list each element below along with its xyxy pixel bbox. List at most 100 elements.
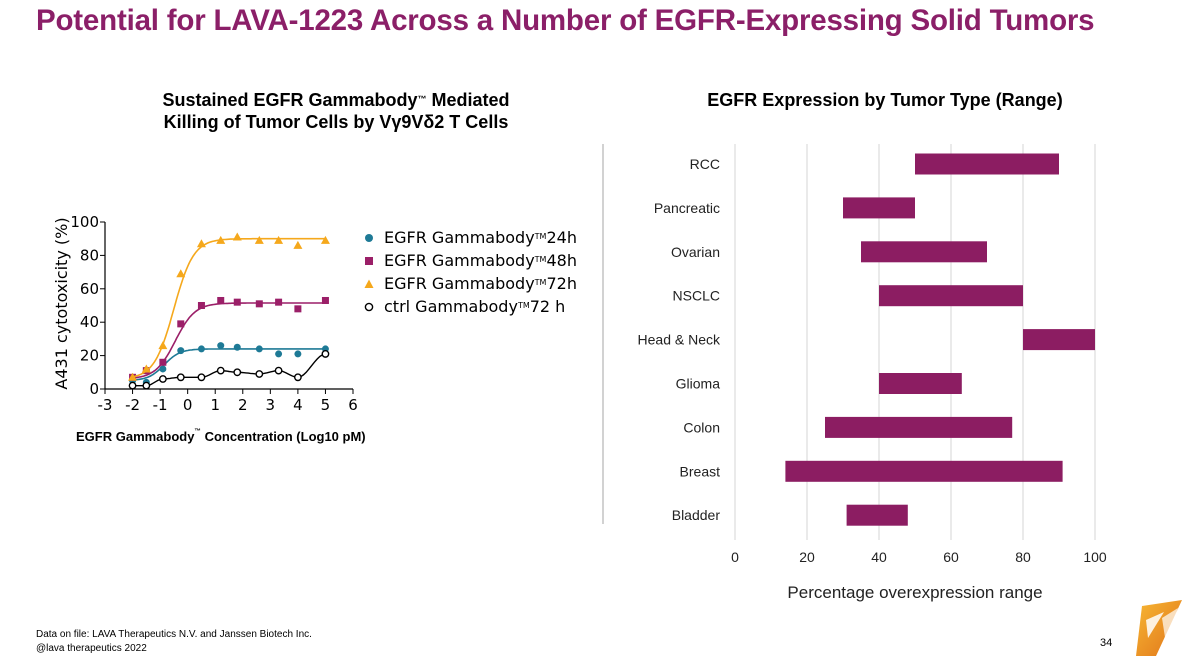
- range-bar: [915, 153, 1059, 175]
- data-point: [255, 345, 263, 353]
- y-tick-label: 20: [80, 347, 99, 365]
- fit-curve: [132, 237, 326, 378]
- trademark-mark: ™: [417, 94, 427, 105]
- data-point: [141, 364, 151, 373]
- legend-item-72h: EGFR Gammabody TM 72h: [360, 272, 577, 295]
- y-tick-label: 60: [80, 280, 99, 298]
- data-point: [275, 298, 283, 306]
- data-point: [321, 350, 330, 358]
- legend-marker-circle-icon: [365, 233, 373, 242]
- legend-marker-square-icon: [365, 256, 373, 265]
- data-point: [233, 368, 242, 377]
- data-point: [158, 375, 167, 383]
- data-point: [176, 269, 186, 278]
- data-point: [217, 296, 225, 304]
- legend-item-ctrl-72h: ctrl Gammabody TM 72 h: [360, 295, 577, 318]
- data-point: [320, 235, 330, 244]
- page-number: 34: [1100, 637, 1113, 649]
- y-axis-label: A431 cytotoxicity (%): [52, 217, 71, 389]
- data-point: [158, 341, 168, 350]
- x-tick-label: 1: [210, 396, 220, 414]
- x-tick-label: 5: [321, 396, 331, 414]
- legend-label-end: 24h: [546, 228, 577, 247]
- cytotoxicity-chart-title: Sustained EGFR Gammabody™ Mediated Killi…: [110, 89, 562, 133]
- data-point: [159, 365, 167, 373]
- data-point: [274, 366, 283, 375]
- x-tick-label: 0: [731, 549, 739, 565]
- legend-label-end: 72h: [546, 274, 577, 293]
- data-point: [233, 343, 241, 351]
- cytotoxicity-title-line1: Sustained EGFR Gammabody: [162, 90, 418, 110]
- data-point: [216, 235, 226, 244]
- legend-tm: TM: [534, 255, 547, 265]
- data-point: [274, 235, 284, 244]
- x-tick-label: -3: [98, 396, 113, 414]
- data-point: [177, 347, 185, 355]
- category-label: Ovarian: [671, 244, 720, 260]
- x-axis-label: Percentage overexpression range: [787, 583, 1042, 602]
- range-bar: [785, 460, 1063, 482]
- x-axis-label-tm: ™: [194, 428, 201, 436]
- x-tick-label: -2: [125, 396, 140, 414]
- legend-marker-open-circle-icon: [364, 302, 374, 311]
- data-point: [293, 240, 303, 249]
- data-point: [216, 366, 225, 375]
- x-tick-label: 60: [943, 549, 959, 565]
- data-point: [294, 350, 302, 358]
- data-point: [197, 373, 206, 382]
- data-point: [293, 373, 302, 382]
- y-tick-label: 80: [80, 246, 99, 264]
- data-point: [233, 298, 241, 306]
- range-bar: [861, 241, 987, 263]
- legend-label-end: 72 h: [529, 297, 566, 316]
- legend-label: EGFR Gammabody: [384, 228, 535, 247]
- x-tick-label: 80: [1015, 549, 1031, 565]
- range-bar: [846, 504, 908, 526]
- data-point: [255, 300, 263, 308]
- data-point: [294, 305, 302, 313]
- x-tick-label: 3: [266, 396, 276, 414]
- footer-source: Data on file: LAVA Therapeutics N.V. and…: [36, 629, 312, 640]
- category-label: RCC: [690, 156, 720, 172]
- legend-label: ctrl Gammabody: [384, 297, 518, 316]
- x-tick-label: 20: [799, 549, 815, 565]
- range-bar: [879, 373, 962, 394]
- x-tick-label: 40: [871, 549, 887, 565]
- data-point: [128, 381, 137, 390]
- x-tick-label: 4: [293, 396, 303, 414]
- data-point: [196, 239, 206, 248]
- category-label: Breast: [680, 463, 721, 479]
- legend-item-48h: EGFR Gammabody TM 48h: [360, 249, 577, 272]
- expression-chart: 0 20 40 60 80 100 RCC Pancreatic Ovarian NSCLC Hea…: [602, 144, 1107, 602]
- x-tick-label: 100: [1083, 549, 1107, 565]
- category-label: Colon: [683, 419, 720, 435]
- expression-chart-title: EGFR Expression by Tumor Type (Range): [707, 90, 1063, 110]
- y-tick-label: 40: [80, 313, 99, 331]
- x-axis-label-end: Concentration (Log10 pM): [200, 429, 366, 444]
- data-point: [177, 320, 185, 328]
- x-tick-label: -1: [153, 396, 168, 414]
- x-tick-label: 0: [183, 396, 193, 414]
- legend-label: EGFR Gammabody: [384, 274, 535, 293]
- data-point: [232, 232, 242, 241]
- range-bar: [825, 416, 1013, 438]
- legend-label-end: 48h: [546, 251, 577, 270]
- cytotoxicity-x-axis-label: EGFR Gammabody™ Concentration (Log10 pM): [76, 428, 366, 444]
- data-point: [128, 372, 138, 381]
- legend-marker-triangle-icon: [364, 279, 374, 288]
- category-label: Head & Neck: [638, 332, 721, 348]
- data-point: [275, 350, 283, 358]
- data-point: [176, 373, 185, 382]
- data-point: [254, 235, 264, 244]
- legend-tm: TM: [517, 301, 530, 311]
- category-label: Pancreatic: [654, 200, 720, 216]
- footer-handle: @lava therapeutics 2022: [36, 643, 147, 654]
- y-tick-label: 0: [89, 380, 99, 398]
- category-label: Glioma: [676, 376, 721, 392]
- cytotoxicity-legend: EGFR Gammabody TM 24h EGFR Gammabody TM 48…: [360, 226, 577, 318]
- lava-logo-icon: [1136, 600, 1182, 656]
- legend-item-24h: EGFR Gammabody TM 24h: [360, 226, 577, 249]
- x-axis-label-start: EGFR Gammabody: [76, 429, 195, 444]
- data-point: [321, 296, 329, 304]
- category-label: Bladder: [672, 507, 721, 523]
